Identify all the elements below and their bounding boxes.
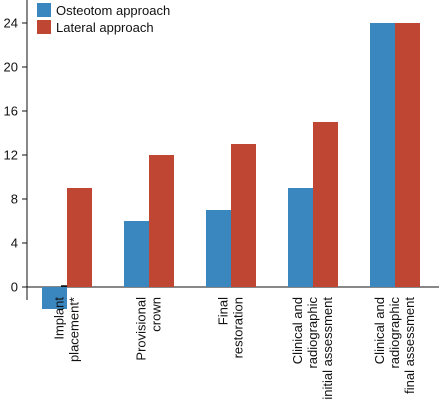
bars	[42, 23, 420, 309]
bar	[67, 188, 92, 287]
legend-label: Osteotom approach	[56, 3, 170, 18]
x-tick-label: Final restoration	[216, 297, 246, 359]
x-tick-label: Clinical and radiographic initial assessme…	[290, 297, 335, 400]
x-tick-label-line: final assessment	[402, 297, 417, 394]
y-tick-label: 20	[4, 60, 18, 75]
x-tick-label-line: Clinical and	[290, 297, 305, 364]
y-tick-label: 4	[11, 236, 18, 251]
x-tick-label: Clinical and radiographic final assessment	[372, 297, 417, 394]
y-tick-label: 12	[4, 148, 18, 163]
bar	[395, 23, 420, 287]
legend: Osteotom approach Lateral approach	[37, 3, 170, 35]
x-tick-label-line: restoration	[231, 297, 246, 358]
bar	[313, 122, 338, 287]
x-tick-label-line: Provisional	[134, 297, 149, 361]
x-tick-label: Implant placement*	[52, 297, 82, 362]
x-tick-label-line: Final	[216, 297, 231, 325]
y-tick-label: 24	[4, 16, 18, 31]
x-tick-label-line: crown	[149, 297, 164, 332]
x-tick-label-line: Clinical and	[372, 297, 387, 364]
y-tick-label: 0	[11, 280, 18, 295]
bar	[370, 23, 395, 287]
bar	[288, 188, 313, 287]
bar	[206, 210, 231, 287]
x-tick-label-line: initial assessment	[320, 297, 335, 400]
x-tick-labels: Implant placement* Provisional crown Final re…	[52, 297, 418, 400]
bar	[149, 155, 174, 287]
x-tick-label: Provisional crown	[134, 297, 164, 361]
legend-label: Lateral approach	[56, 20, 154, 35]
legend-swatch	[37, 20, 51, 34]
bar	[124, 221, 149, 287]
bar	[231, 144, 256, 287]
x-tick-label-line: Implant	[52, 297, 67, 340]
x-tick-label-line: radiographic	[305, 297, 320, 369]
y-tick-label: 8	[11, 192, 18, 207]
x-tick-label-line: placement*	[67, 297, 82, 362]
bar	[42, 287, 67, 309]
x-tick-label-line: radiographic	[387, 297, 402, 369]
legend-swatch	[37, 3, 51, 17]
y-tick-label: 16	[4, 104, 18, 119]
